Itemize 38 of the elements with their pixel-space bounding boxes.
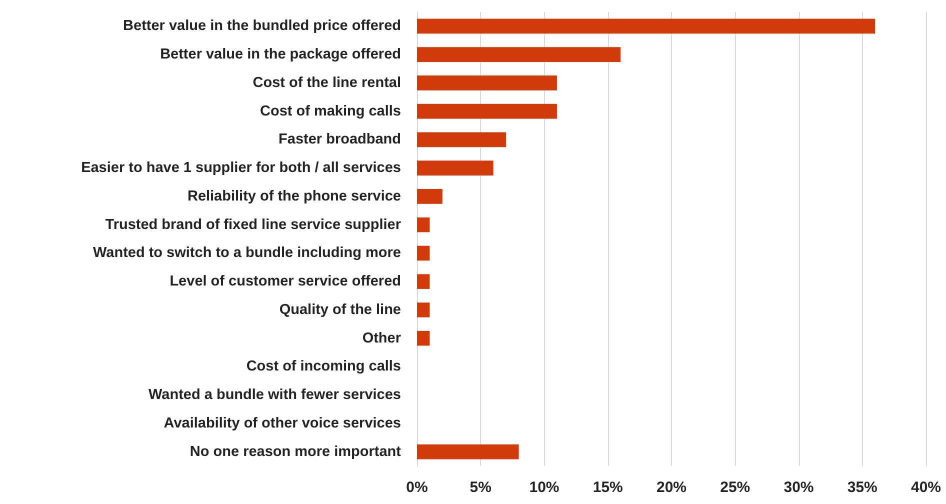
bar xyxy=(417,217,430,232)
bar xyxy=(417,330,430,346)
x-tick-label: 20% xyxy=(656,479,687,496)
y-tick-label: Level of customer service offered xyxy=(170,274,401,290)
y-tick-label: Cost of the line rental xyxy=(252,74,401,91)
x-tick-label: 35% xyxy=(847,479,878,496)
y-tick-label: Availability of other voice services xyxy=(164,415,401,432)
y-tick-label: Cost of making calls xyxy=(260,103,401,120)
x-tick-label: 0% xyxy=(406,479,428,496)
bar xyxy=(417,189,442,204)
y-tick-label: Wanted to switch to a bundle including more xyxy=(93,245,401,262)
bar xyxy=(417,444,519,460)
y-tick-label: Cost of incoming calls xyxy=(246,358,401,375)
y-tick-label: Wanted a bundle with fewer services xyxy=(148,387,401,404)
y-tick-label: Better value in the package offered xyxy=(160,46,401,63)
bar xyxy=(417,274,430,289)
x-tick-label: 10% xyxy=(529,479,560,496)
y-tick-label: Faster broadband xyxy=(278,132,401,148)
y-tick-label: Quality of the line xyxy=(279,302,401,318)
y-tick-label: Better value in the bundled price offered xyxy=(123,18,401,34)
bar xyxy=(417,47,621,62)
x-tick-label: 15% xyxy=(592,479,623,496)
y-tick-label: No one reason more important xyxy=(190,444,402,460)
bar xyxy=(417,132,506,148)
x-tick-label: 5% xyxy=(470,479,492,496)
bar xyxy=(417,160,494,176)
bar xyxy=(417,302,430,318)
y-tick-label: Other xyxy=(362,330,402,346)
bar xyxy=(417,76,557,90)
bar xyxy=(417,18,876,34)
y-tick-label: Reliability of the phone service xyxy=(187,188,401,204)
bar xyxy=(417,104,557,119)
x-tick-label: 30% xyxy=(784,479,814,496)
bar xyxy=(417,246,430,261)
x-tick-label: 40% xyxy=(910,479,942,496)
x-tick-label: 25% xyxy=(720,479,750,496)
y-tick-label: Trusted brand of fixed line service supplier xyxy=(105,216,402,233)
y-tick-label: Easier to have 1 supplier for both / all services xyxy=(81,160,401,176)
